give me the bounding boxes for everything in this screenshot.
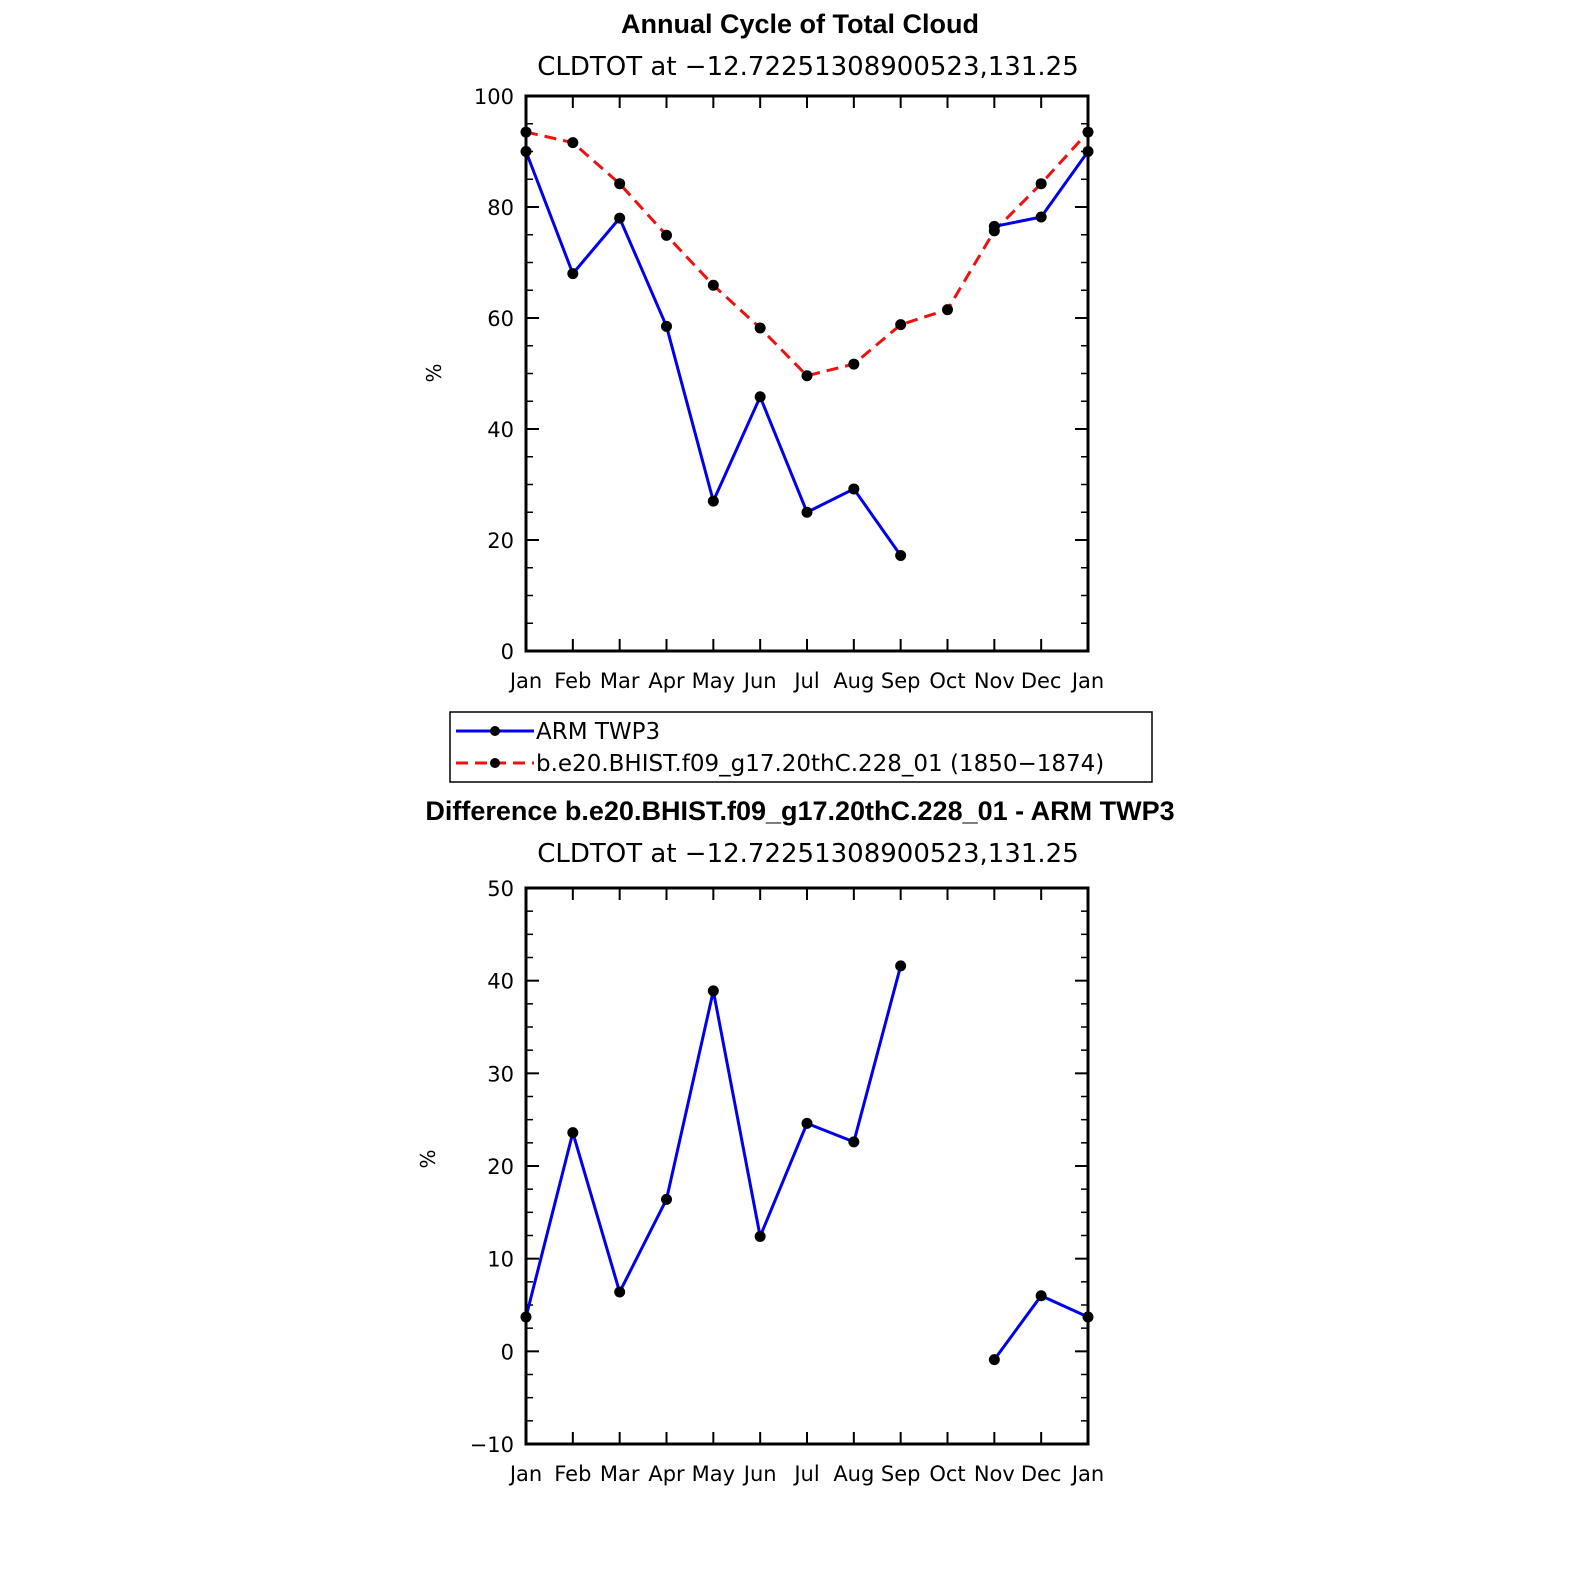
data-point bbox=[848, 1136, 860, 1148]
data-point bbox=[754, 1230, 766, 1242]
chart-subtitle: CLDTOT at −12.72251308900523,131.25 bbox=[537, 52, 1079, 82]
x-tick-label: Aug bbox=[833, 1462, 874, 1486]
series-line bbox=[525, 130, 1090, 378]
x-tick-label: Mar bbox=[600, 669, 640, 693]
y-tick-label: 60 bbox=[487, 307, 514, 331]
data-point bbox=[707, 495, 719, 507]
x-tick-label: Sep bbox=[881, 1462, 921, 1486]
x-tick-label: Aug bbox=[833, 669, 874, 693]
data-point bbox=[707, 279, 719, 291]
x-tick-label: Jun bbox=[742, 1462, 777, 1486]
series-line bbox=[524, 965, 903, 1318]
x-tick-label: Jul bbox=[792, 669, 819, 693]
series-line bbox=[993, 1294, 1089, 1361]
x-tick-label: Nov bbox=[974, 669, 1015, 693]
x-tick-label: Jun bbox=[742, 669, 777, 693]
data-point bbox=[1035, 178, 1047, 190]
x-tick-label: Sep bbox=[881, 669, 921, 693]
plot-frame bbox=[524, 94, 1090, 653]
axis-ticks: Jan Feb Mar Apr May Jun Jul Aug Sep Oct Nov Dec Jan 0… bbox=[474, 85, 1104, 693]
x-tick-label: Oct bbox=[929, 669, 965, 693]
y-axis-label: % bbox=[422, 363, 446, 382]
data-point bbox=[707, 985, 719, 997]
y-axis-label: % bbox=[416, 1149, 440, 1168]
data-point bbox=[754, 322, 766, 334]
x-tick-label: Jan bbox=[508, 669, 542, 693]
x-tick-label: Mar bbox=[600, 1462, 640, 1486]
x-tick-label: Dec bbox=[1021, 669, 1062, 693]
data-point bbox=[614, 1286, 626, 1298]
data-point bbox=[801, 370, 813, 382]
data-point bbox=[754, 391, 766, 403]
chart-title: Annual Cycle of Total Cloud bbox=[621, 9, 979, 39]
data-point bbox=[567, 268, 579, 280]
legend-label-obs: ARM TWP3 bbox=[536, 719, 660, 745]
data-point bbox=[614, 178, 626, 190]
plot-frame bbox=[524, 886, 1090, 1446]
x-tick-label: Nov bbox=[974, 1462, 1015, 1486]
series-layer bbox=[520, 126, 1094, 562]
y-tick-label: 10 bbox=[487, 1248, 514, 1272]
data-point bbox=[1035, 1290, 1047, 1302]
series-line bbox=[524, 150, 902, 557]
data-point bbox=[661, 1193, 672, 1205]
y-tick-label: 100 bbox=[474, 85, 514, 109]
difference-chart: Difference b.e20.BHIST.f09_g17.20thC.228… bbox=[416, 796, 1175, 1486]
legend-marker-obs bbox=[490, 726, 500, 736]
data-point bbox=[614, 212, 626, 224]
x-tick-label: Apr bbox=[648, 1462, 685, 1486]
x-tick-label: Jul bbox=[792, 1462, 819, 1486]
data-point bbox=[661, 229, 672, 241]
data-point bbox=[567, 137, 579, 149]
data-point bbox=[895, 319, 907, 331]
axis-ticks: Jan Feb Mar Apr May Jun Jul Aug Sep Oct Nov Dec Jan −… bbox=[470, 877, 1105, 1486]
x-tick-label: Jan bbox=[508, 1462, 542, 1486]
data-point bbox=[801, 1117, 813, 1129]
y-tick-label: 20 bbox=[487, 529, 514, 553]
y-tick-label: 0 bbox=[501, 640, 514, 664]
x-tick-label: Dec bbox=[1021, 1462, 1062, 1486]
data-point bbox=[942, 304, 953, 316]
x-tick-label: May bbox=[692, 669, 735, 693]
data-point bbox=[988, 1354, 1000, 1366]
data-point bbox=[661, 320, 672, 332]
y-tick-label: 40 bbox=[487, 418, 514, 442]
data-point bbox=[848, 358, 860, 370]
legend-marker-model bbox=[490, 758, 500, 768]
x-tick-label: Feb bbox=[554, 669, 591, 693]
x-tick-label: Apr bbox=[648, 669, 685, 693]
y-tick-label: 0 bbox=[501, 1340, 514, 1364]
chart-title: Difference b.e20.BHIST.f09_g17.20thC.228… bbox=[425, 796, 1174, 826]
data-point bbox=[895, 960, 907, 972]
y-tick-label: 40 bbox=[487, 970, 514, 994]
x-tick-label: Oct bbox=[929, 1462, 965, 1486]
series-layer bbox=[520, 960, 1094, 1366]
legend-box bbox=[449, 711, 1153, 783]
y-tick-label: 50 bbox=[487, 877, 514, 901]
y-tick-label: −10 bbox=[470, 1433, 514, 1457]
x-tick-label: May bbox=[692, 1462, 735, 1486]
y-tick-label: 80 bbox=[487, 196, 514, 220]
annual-cycle-chart: Annual Cycle of Total Cloud CLDTOT at −1… bbox=[422, 9, 1104, 693]
chart-subtitle: CLDTOT at −12.72251308900523,131.25 bbox=[537, 839, 1079, 869]
x-tick-label: Jan bbox=[1070, 1462, 1104, 1486]
x-tick-label: Feb bbox=[554, 1462, 591, 1486]
data-point bbox=[1035, 211, 1047, 223]
y-tick-label: 20 bbox=[487, 1155, 514, 1179]
data-point bbox=[895, 550, 907, 562]
y-tick-label: 30 bbox=[487, 1062, 514, 1086]
data-point bbox=[801, 506, 813, 518]
x-tick-label: Jan bbox=[1070, 669, 1104, 693]
legend-label-model: b.e20.BHIST.f09_g17.20thC.228_01 (1850−1… bbox=[536, 751, 1104, 777]
data-point bbox=[567, 1127, 579, 1139]
data-point bbox=[848, 483, 860, 495]
legend: ARM TWP3 b.e20.BHIST.f09_g17.20thC.228_0… bbox=[449, 711, 1153, 783]
data-point bbox=[988, 220, 1000, 232]
